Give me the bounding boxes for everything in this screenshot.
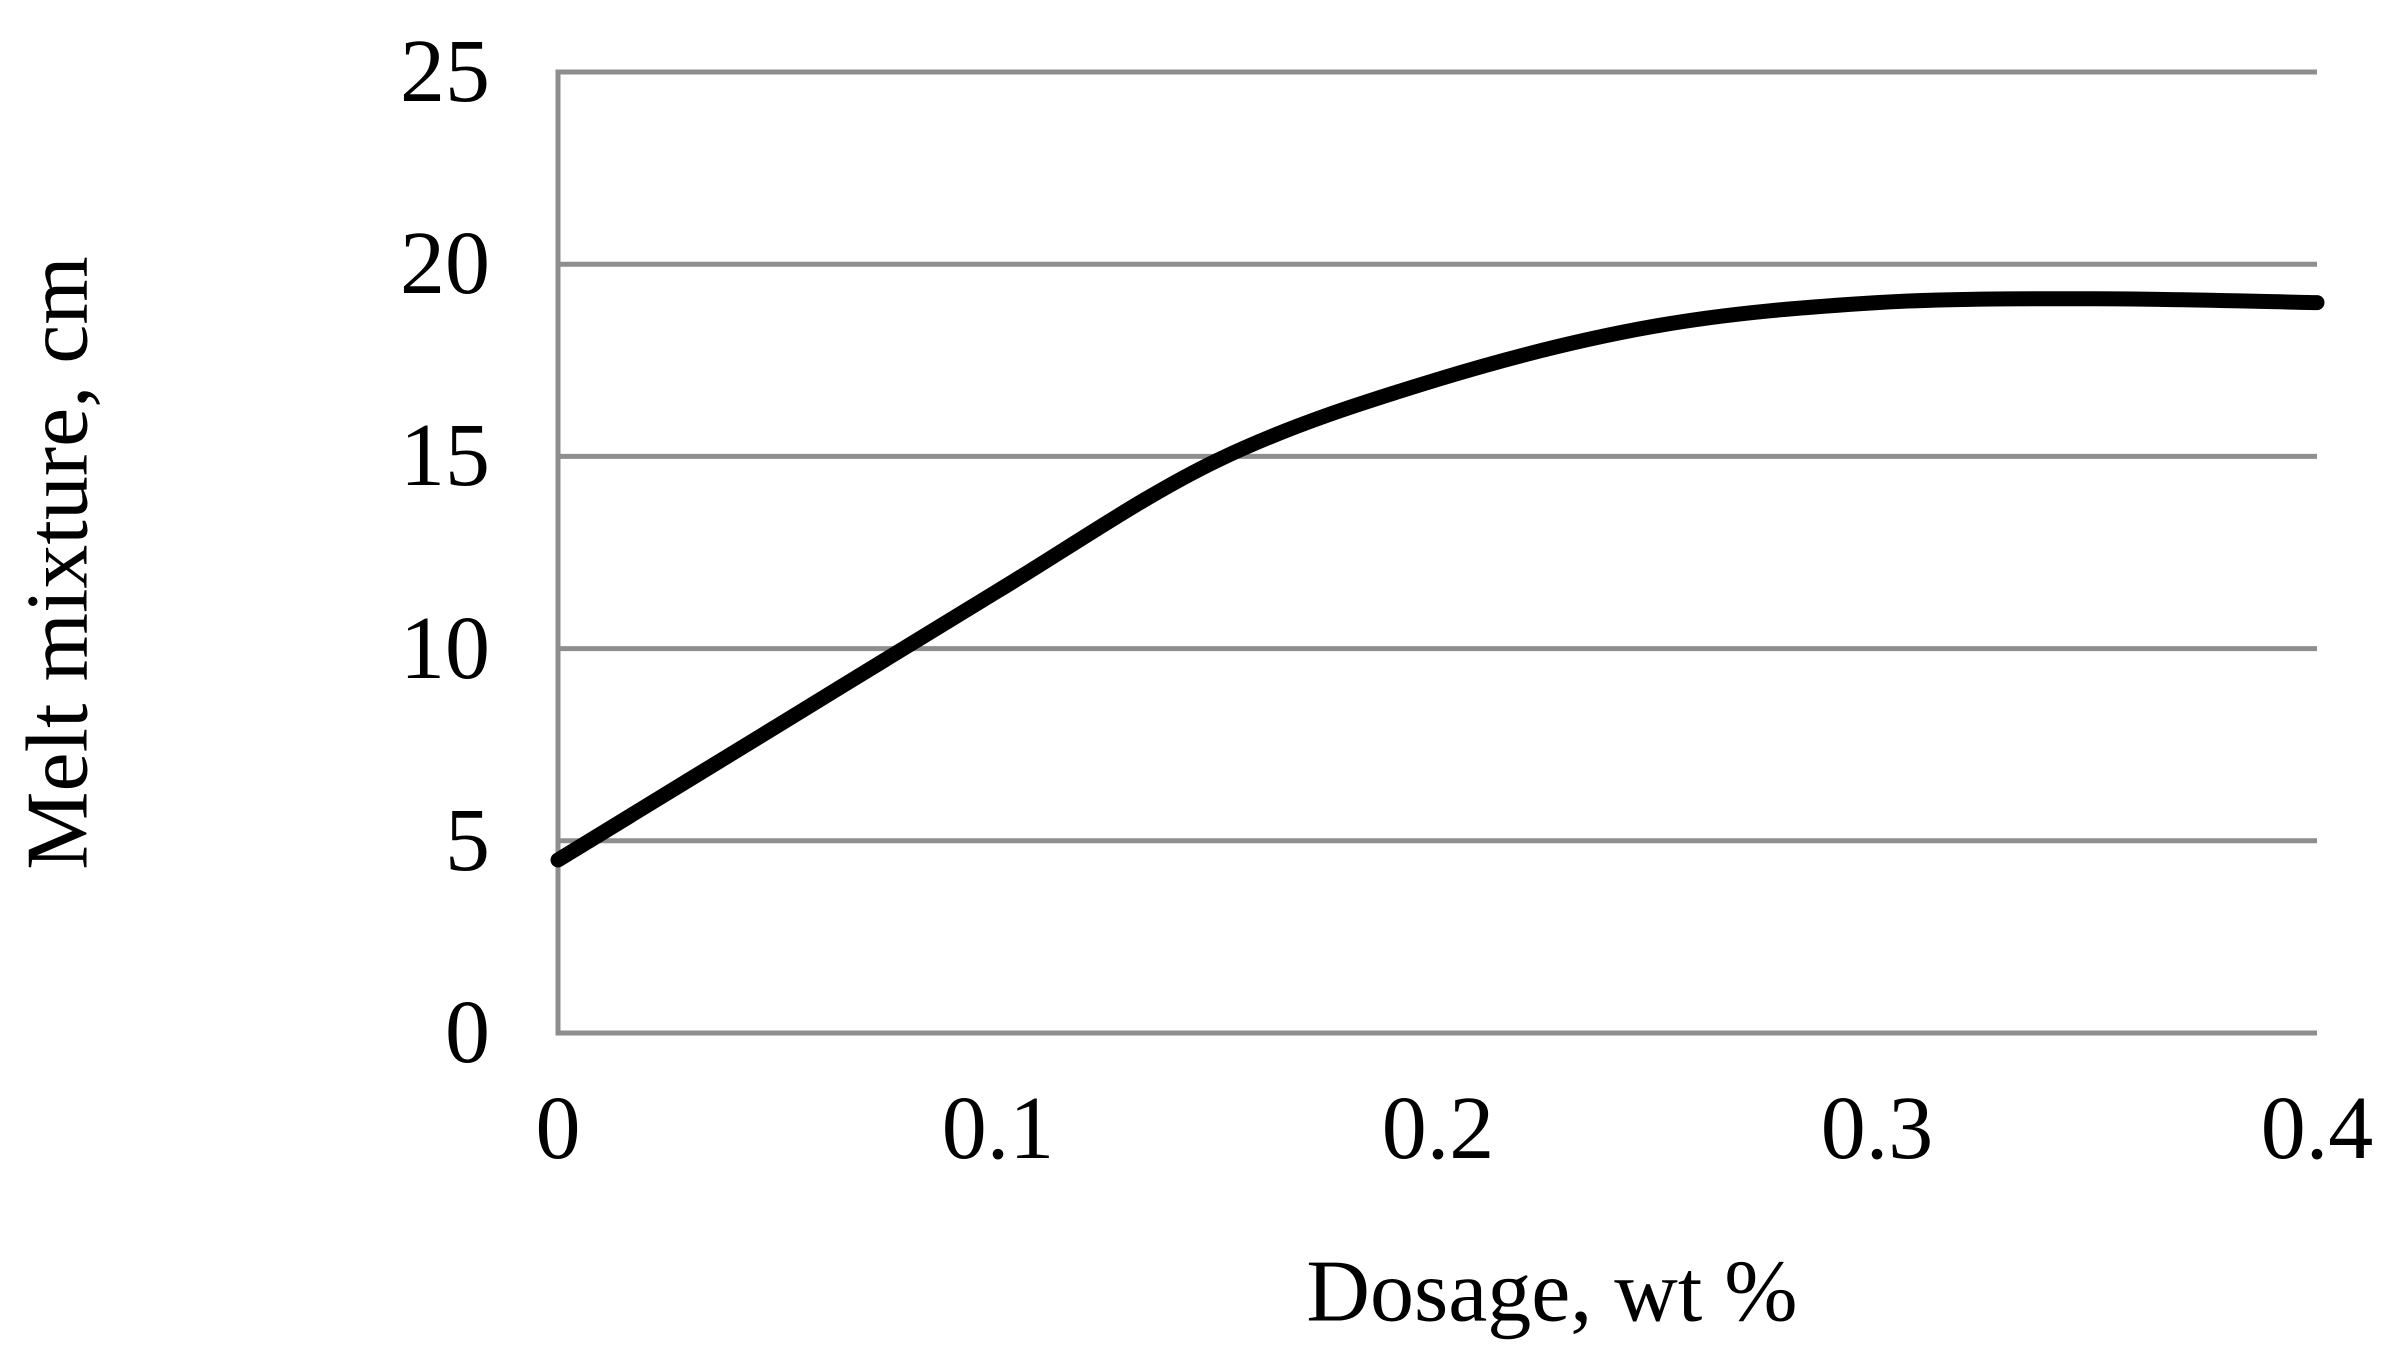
y-axis-title: Melt mixture, cm (9, 256, 107, 870)
x-tick-label-0.3: 0.3 (1820, 1079, 1934, 1178)
y-tick-label-5: 5 (445, 791, 490, 890)
x-tick-label-0.1: 0.1 (941, 1079, 1055, 1178)
y-tick-label-25: 25 (400, 22, 490, 121)
x-tick-label-0.2: 0.2 (1381, 1079, 1495, 1178)
x-tick-label-0.4: 0.4 (2260, 1079, 2374, 1178)
y-tick-label-10: 10 (400, 599, 490, 698)
x-tick-label-0: 0 (535, 1079, 581, 1178)
y-tick-label-15: 15 (400, 406, 490, 505)
y-tick-label-20: 20 (400, 214, 490, 313)
x-axis-title: Dosage, wt % (1306, 1243, 1798, 1341)
y-tick-label-0: 0 (445, 983, 490, 1082)
series-curve (550, 291, 2325, 868)
